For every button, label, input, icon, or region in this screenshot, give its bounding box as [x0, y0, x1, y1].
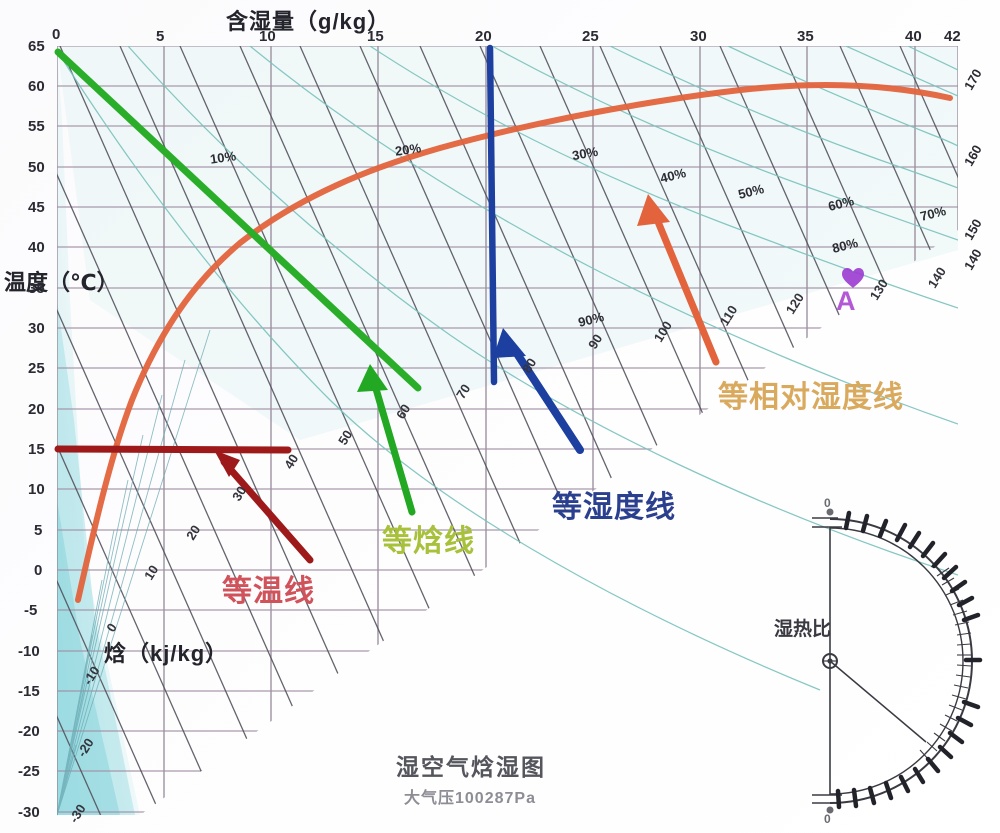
x-tick-30: 30 — [690, 28, 707, 45]
y-tick-0: 0 — [34, 562, 43, 579]
y-tick-55: 55 — [28, 118, 45, 135]
y-tick-n30: -30 — [18, 804, 40, 821]
enthalpy-axis-title: 焓（kj/kg） — [104, 641, 229, 666]
callout-isenthalp: 等焓线 — [382, 525, 475, 558]
y-tick-n25: -25 — [18, 763, 40, 780]
y-tick-10: 10 — [28, 481, 45, 498]
y-tick-n10: -10 — [18, 643, 40, 660]
isenthalp-overlay-line — [54, 48, 422, 392]
protractor-label: 湿热比 — [774, 619, 832, 640]
sensible-heat-ratio-protractor — [812, 508, 983, 814]
relative-humidity-overlay-curve — [75, 82, 953, 603]
callout-arrow-isenthalp — [357, 364, 416, 516]
y-tick-65: 65 — [28, 38, 45, 55]
x-tick-20: 20 — [475, 28, 492, 45]
x-tick-10: 10 — [259, 28, 276, 45]
y-tick-15: 15 — [28, 441, 45, 458]
y-tick-20: 20 — [28, 401, 45, 418]
chart-caption-title: 湿空气焓湿图 — [396, 754, 546, 780]
humidity-ratio-overlay-line — [486, 44, 498, 386]
x-tick-25: 25 — [582, 28, 599, 45]
point-a-marker — [842, 268, 864, 288]
y-tick-50: 50 — [28, 159, 45, 176]
x-tick-15: 15 — [367, 28, 384, 45]
y-tick-25: 25 — [28, 360, 45, 377]
chart-caption-pressure: 大气压100287Pa — [404, 790, 536, 807]
point-a-label: A — [836, 286, 856, 316]
callout-arrow-relhum — [637, 194, 720, 366]
callout-arrow-isotherm — [214, 450, 314, 564]
protractor-bottom-value: 0 — [824, 812, 831, 826]
x-tick-42: 42 — [944, 28, 961, 45]
y-tick-n5: -5 — [24, 602, 38, 619]
isotherm-overlay-line — [54, 445, 292, 454]
y-tick-60: 60 — [28, 78, 45, 95]
x-axis-title: 含湿量（g/kg） — [226, 9, 391, 34]
callout-arrow-humidity — [493, 328, 584, 454]
y-tick-n15: -15 — [18, 683, 40, 700]
y-axis-title: 温度（℃） — [4, 271, 119, 294]
grid-cold-wedge-fan — [57, 329, 211, 816]
x-tick-0: 0 — [52, 26, 61, 43]
y-tick-5: 5 — [34, 522, 43, 539]
protractor-top-value: 0 — [824, 496, 831, 510]
y-tick-35: 35 — [28, 280, 45, 297]
callout-humidity: 等湿度线 — [552, 491, 676, 524]
callout-relhum: 等相对湿度线 — [718, 381, 904, 414]
x-tick-35: 35 — [797, 28, 814, 45]
x-tick-5: 5 — [156, 28, 165, 45]
y-tick-30: 30 — [28, 320, 45, 337]
grid-relative-humidity-curves — [62, 46, 958, 691]
y-tick-45: 45 — [28, 199, 45, 216]
x-tick-40: 40 — [905, 28, 922, 45]
callout-isotherm: 等温线 — [222, 575, 315, 608]
y-tick-n20: -20 — [18, 723, 40, 740]
y-tick-40: 40 — [28, 239, 45, 256]
